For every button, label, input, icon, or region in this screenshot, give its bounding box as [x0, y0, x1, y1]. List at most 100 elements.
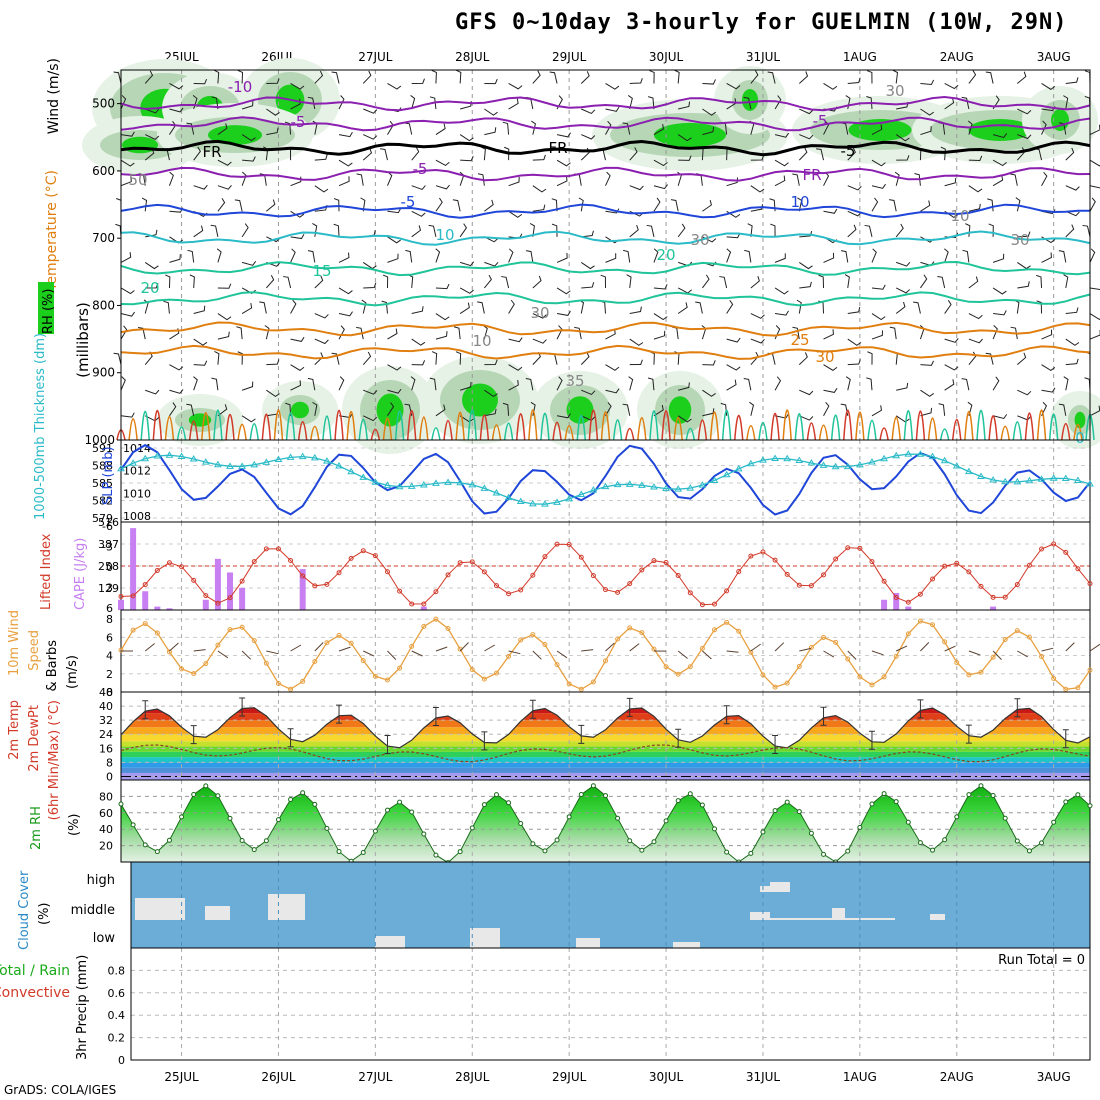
- wind-barb: [944, 338, 959, 343]
- wind-barb: [920, 642, 930, 652]
- lifted-index-marker: [639, 567, 645, 573]
- wind-barb: [896, 261, 911, 267]
- isotherm-line-low: [201, 412, 211, 441]
- wind-speed-marker: [372, 673, 378, 679]
- wind-speed-marker: [772, 684, 778, 690]
- wind-barb: [266, 359, 280, 366]
- y-axis-label: Speed: [27, 630, 42, 671]
- wind-speed-marker: [712, 627, 718, 633]
- wind-barb: [1041, 364, 1056, 372]
- wind-barb: [338, 95, 345, 110]
- thickness-marker: [395, 482, 404, 490]
- wind-barb: [944, 97, 955, 110]
- wind-barb: [435, 646, 448, 652]
- wind-barb: [1089, 185, 1100, 189]
- wind-barb: [920, 79, 935, 85]
- wind-barb: [508, 98, 519, 110]
- isotherm-label: 0: [1075, 429, 1085, 447]
- rh-marker: [469, 825, 475, 831]
- y-axis-label: Cloud Cover: [17, 870, 32, 950]
- wind-barb: [169, 642, 179, 652]
- lifted-index-marker: [215, 600, 221, 606]
- wind-speed-marker: [1014, 628, 1020, 634]
- lifted-index-marker: [372, 553, 378, 559]
- y-tick-label: 0: [118, 1054, 125, 1067]
- wind-barb: [799, 261, 813, 270]
- wind-barb: [411, 185, 426, 190]
- wind-barb: [145, 134, 160, 140]
- wind-barb: [774, 413, 789, 419]
- wind-barb: [653, 330, 666, 340]
- isotherm-line-low: [334, 409, 344, 441]
- rh-marker: [603, 793, 608, 799]
- minmax-errorbar: [772, 735, 779, 755]
- thickness-marker: [722, 470, 731, 478]
- wind-barb: [774, 642, 785, 652]
- wind-barb: [169, 389, 184, 394]
- isotherm-line-low: [394, 410, 405, 441]
- isotherm-label: -5: [841, 142, 856, 160]
- y-tick-label: 2: [106, 668, 113, 681]
- wind-barb: [411, 225, 422, 238]
- rh-marker: [1026, 848, 1032, 854]
- wind-barb: [581, 389, 596, 396]
- thickness-marker: [432, 479, 440, 486]
- y-axis-label: (millibars): [74, 302, 92, 378]
- wind-speed-marker: [833, 639, 839, 645]
- wind-barb: [581, 230, 594, 238]
- wind-barb: [431, 351, 438, 365]
- wind-barb: [896, 155, 910, 161]
- wind-speed-marker: [603, 658, 608, 664]
- wind-barb: [502, 402, 510, 416]
- minmax-errorbar: [529, 699, 536, 719]
- temperature-band: [121, 720, 1090, 728]
- isotherm-line-low: [733, 414, 744, 441]
- wind-barb: [962, 249, 970, 263]
- isotherm-line-low: [406, 409, 417, 441]
- wind-barb: [750, 204, 764, 212]
- wind-barb: [629, 643, 640, 652]
- lifted-index-marker: [687, 590, 693, 596]
- wind-barb: [743, 378, 752, 391]
- wind-barb: [799, 230, 813, 238]
- rh-marker: [615, 815, 621, 821]
- wind-speed-marker: [796, 663, 802, 669]
- thickness-marker: [250, 460, 259, 468]
- rh-marker: [288, 796, 294, 802]
- wind-speed-marker: [239, 624, 245, 630]
- minmax-errorbar: [142, 700, 149, 720]
- wind-barb: [580, 71, 590, 84]
- wind-speed-marker: [1087, 667, 1093, 673]
- wind-barb: [605, 171, 611, 186]
- isotherm-line-low: [297, 421, 308, 441]
- wind-speed-marker: [191, 671, 197, 677]
- y-tick-label-left: 6: [106, 602, 113, 615]
- y-tick-label-right: 258: [98, 560, 119, 573]
- isotherm-label: 35: [565, 372, 584, 390]
- wind-barb: [410, 95, 416, 110]
- wind-barb: [193, 305, 206, 315]
- lifted-index-marker: [675, 573, 681, 579]
- lifted-index-marker: [518, 587, 524, 593]
- isotherm-label: 20: [140, 279, 159, 297]
- thickness-marker: [613, 480, 622, 488]
- wind-barb: [600, 274, 606, 288]
- y-axis-label: 10m Wind: [7, 610, 22, 676]
- wind-barb: [847, 210, 862, 217]
- rh-marker: [530, 841, 536, 847]
- lifted-index-marker: [360, 548, 366, 554]
- rh-marker: [760, 829, 766, 835]
- wind-barb: [380, 148, 388, 161]
- wind-barb: [889, 199, 897, 212]
- wind-barb: [435, 248, 441, 263]
- isotherm-line-low: [540, 412, 550, 441]
- rh-marker: [263, 838, 269, 844]
- wind-barb: [774, 175, 786, 187]
- cloud-bar: [576, 938, 600, 948]
- wind-barb: [823, 387, 838, 393]
- thickness-marker: [686, 484, 695, 491]
- rh-marker: [397, 799, 403, 805]
- y-tick-label: 80: [99, 790, 113, 803]
- thickness-marker: [1061, 474, 1070, 482]
- thickness-marker: [298, 452, 307, 460]
